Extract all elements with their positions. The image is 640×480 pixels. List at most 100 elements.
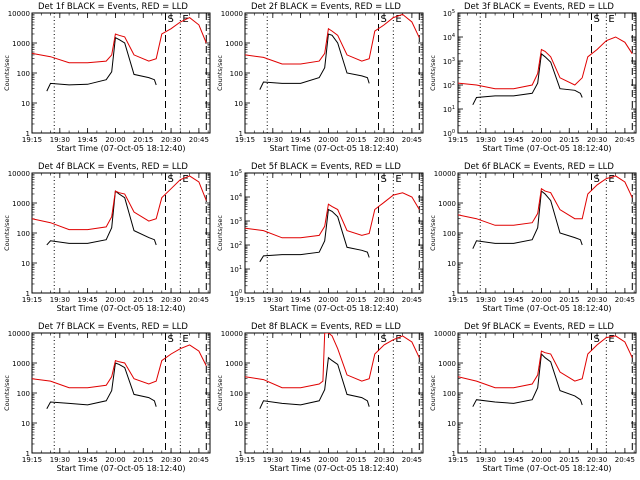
x-tick-label: 20:45 bbox=[615, 456, 635, 464]
events-series-line bbox=[46, 36, 157, 92]
y-axis-label: Counts/sec bbox=[429, 55, 437, 91]
lld-series-line bbox=[245, 192, 420, 239]
x-tick-label: 19:30 bbox=[263, 456, 283, 464]
lld-series-line bbox=[32, 175, 207, 231]
chart-panel: Det 1f BLACK = Events, RED = LLD 1 10 100 10… bbox=[3, 2, 211, 153]
x-tick-label: 19:45 bbox=[78, 456, 98, 464]
y-tick-label: 100 bbox=[17, 70, 30, 78]
x-tick-label: 20:30 bbox=[587, 456, 607, 464]
y-tick-label: 1 bbox=[26, 130, 30, 138]
y-axis-label: Counts/sec bbox=[3, 55, 11, 91]
chart-panel: Det 2f BLACK = Events, RED = LLD 1 10 100 10… bbox=[216, 2, 424, 153]
marker-label-e: E bbox=[608, 174, 614, 185]
x-tick-label: 20:30 bbox=[161, 456, 181, 464]
y-tick-label: 1 bbox=[452, 450, 456, 458]
marker-label-s: S bbox=[594, 14, 600, 25]
y-tick-label: 104 bbox=[230, 193, 242, 202]
x-tick-label: 20:30 bbox=[161, 296, 181, 304]
chart-title: Det 1f BLACK = Events, RED = LLD bbox=[38, 2, 188, 12]
plot-frame bbox=[31, 332, 211, 454]
y-tick-label: 10 bbox=[21, 420, 30, 428]
x-tick-label: 20:00 bbox=[318, 296, 338, 304]
chart-title: Det 4f BLACK = Events, RED = LLD bbox=[38, 162, 188, 172]
y-tick-label: 10000 bbox=[221, 330, 243, 338]
y-tick-label: 10000 bbox=[434, 330, 456, 338]
y-axis-label: Counts/sec bbox=[3, 215, 11, 251]
x-tick-label: 19:45 bbox=[291, 296, 311, 304]
plot-frame bbox=[244, 332, 424, 454]
x-tick-label: 19:45 bbox=[291, 136, 311, 144]
x-tick-label: 20:45 bbox=[402, 296, 422, 304]
x-tick-label: 20:00 bbox=[105, 456, 125, 464]
marker-label-e: E bbox=[182, 334, 188, 345]
events-series-line bbox=[259, 33, 370, 90]
marker-label-s: S bbox=[168, 14, 174, 25]
y-tick-label: 1000 bbox=[225, 40, 243, 48]
y-tick-label: 10 bbox=[21, 100, 30, 108]
y-tick-label: 1 bbox=[26, 450, 30, 458]
x-tick-label: 20:30 bbox=[587, 136, 607, 144]
y-tick-label: 102 bbox=[443, 81, 455, 90]
chart-title: Det 7f BLACK = Events, RED = LLD bbox=[38, 322, 188, 332]
x-tick-label: 20:15 bbox=[346, 136, 366, 144]
chart-panel: Det 8f BLACK = Events, RED = LLD 1 10 100 10… bbox=[216, 322, 424, 473]
marker-label-s: S bbox=[381, 174, 387, 185]
x-tick-label: 19:15 bbox=[448, 456, 468, 464]
y-tick-label: 100 bbox=[230, 289, 242, 298]
x-tick-label: 19:30 bbox=[50, 296, 70, 304]
y-tick-label: 1 bbox=[452, 290, 456, 298]
y-tick-label: 10000 bbox=[8, 330, 30, 338]
marker-label-s: S bbox=[168, 174, 174, 185]
x-tick-label: 20:30 bbox=[374, 296, 394, 304]
x-tick-label: 19:15 bbox=[448, 296, 468, 304]
x-tick-label: 19:15 bbox=[235, 296, 255, 304]
x-tick-label: 20:15 bbox=[346, 456, 366, 464]
y-tick-label: 100 bbox=[230, 390, 243, 398]
y-tick-label: 1000 bbox=[12, 200, 30, 208]
y-tick-label: 100 bbox=[443, 390, 456, 398]
x-tick-label: 19:30 bbox=[50, 136, 70, 144]
plot-frame bbox=[457, 172, 637, 294]
x-tick-label: 20:45 bbox=[615, 136, 635, 144]
x-tick-label: 20:45 bbox=[189, 136, 209, 144]
chart-title: Det 5f BLACK = Events, RED = LLD bbox=[251, 162, 401, 172]
x-axis-label: Start Time (07-Oct-05 18:12:40) bbox=[269, 464, 398, 473]
y-tick-label: 1000 bbox=[438, 360, 456, 368]
marker-label-s: S bbox=[168, 334, 174, 345]
x-tick-label: 20:30 bbox=[161, 136, 181, 144]
marker-label-e: E bbox=[395, 334, 401, 345]
y-tick-label: 105 bbox=[443, 9, 455, 18]
marker-label-e: E bbox=[395, 174, 401, 185]
events-series-line bbox=[259, 208, 370, 263]
y-axis-label: Counts/sec bbox=[429, 215, 437, 251]
x-tick-label: 20:30 bbox=[374, 456, 394, 464]
y-tick-label: 1 bbox=[239, 130, 243, 138]
x-tick-label: 20:45 bbox=[615, 296, 635, 304]
y-axis-label: Counts/sec bbox=[429, 375, 437, 411]
x-tick-label: 19:45 bbox=[504, 136, 524, 144]
y-tick-label: 102 bbox=[230, 241, 242, 250]
y-tick-label: 1000 bbox=[12, 40, 30, 48]
x-tick-label: 20:00 bbox=[531, 456, 551, 464]
x-tick-label: 19:45 bbox=[78, 296, 98, 304]
x-tick-label: 20:45 bbox=[402, 136, 422, 144]
events-series-line bbox=[259, 356, 370, 409]
y-axis-label: Counts/sec bbox=[216, 375, 224, 411]
x-axis-label: Start Time (07-Oct-05 18:12:40) bbox=[56, 464, 185, 473]
x-axis-label: Start Time (07-Oct-05 18:12:40) bbox=[56, 304, 185, 313]
chart-panel: Det 6f BLACK = Events, RED = LLD 1 10 100 10… bbox=[429, 162, 637, 313]
x-tick-label: 20:15 bbox=[346, 296, 366, 304]
x-axis-label: Start Time (07-Oct-05 18:12:40) bbox=[482, 304, 611, 313]
plot-frame bbox=[244, 12, 424, 134]
x-axis-label: Start Time (07-Oct-05 18:12:40) bbox=[269, 144, 398, 153]
events-series-line bbox=[46, 190, 157, 246]
y-tick-label: 1000 bbox=[12, 360, 30, 368]
y-tick-label: 10 bbox=[234, 420, 243, 428]
x-axis-label: Start Time (07-Oct-05 18:12:40) bbox=[56, 144, 185, 153]
events-series-line bbox=[472, 190, 583, 249]
chart-title: Det 6f BLACK = Events, RED = LLD bbox=[464, 162, 614, 172]
x-tick-label: 19:15 bbox=[22, 296, 42, 304]
events-series-line bbox=[46, 362, 157, 409]
x-tick-label: 19:15 bbox=[235, 136, 255, 144]
